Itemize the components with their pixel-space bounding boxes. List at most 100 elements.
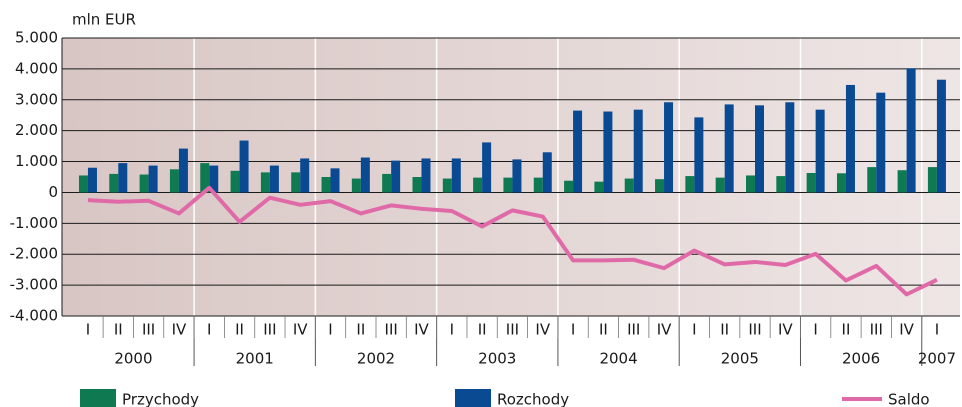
bar [776,176,786,193]
bar [391,160,401,193]
x-tick-label: II [720,321,729,339]
bar [533,177,543,193]
year-label: 2003 [478,350,516,368]
bar [442,178,452,193]
bar [178,148,188,193]
bar [351,178,361,193]
bar [836,173,846,193]
bar [685,176,695,193]
bar [573,110,583,193]
legend-swatch [455,389,491,407]
y-tick-label: 0 [48,183,58,201]
bar [876,92,886,193]
legend-label: Saldo [888,391,930,407]
y-tick-label: -3.000 [10,276,58,294]
x-tick-label: III [385,321,398,339]
bar [330,168,340,193]
y-tick-label: 2.000 [15,121,58,139]
year-label: 2005 [721,350,759,368]
bar [291,172,301,193]
bar [78,175,88,193]
bar [746,175,755,193]
bar [785,102,795,193]
plot-area [62,38,960,316]
x-tick-label: III [142,321,155,339]
bar [382,173,392,193]
x-tick-label: IV [172,321,187,339]
y-tick-label: 4.000 [15,59,58,77]
bar [209,165,219,193]
x-tick-label: IV [899,321,914,339]
bar [503,177,513,193]
bar [755,105,764,193]
x-tick-label: I [86,321,90,339]
bar [906,68,916,193]
bar [200,163,210,193]
legend-label: Przychody [122,391,199,407]
bar [230,170,240,193]
bar [109,173,119,193]
legend-swatch [80,389,116,407]
bar [633,109,643,193]
y-tick-label: 3.000 [15,90,58,108]
y-tick-label: -1.000 [10,214,58,232]
x-tick-label: IV [778,321,793,339]
x-tick-label: I [813,321,817,339]
bar [148,165,158,193]
x-tick-label: IV [293,321,308,339]
x-tick-label: I [450,321,454,339]
bar [603,111,613,193]
y-tick-label: 1.000 [15,152,58,170]
bar [482,142,492,193]
x-tick-label: I [571,321,575,339]
bar [260,172,270,193]
bar [421,158,431,193]
year-label: 2007 [918,350,956,368]
bar [664,102,674,193]
bar [845,84,855,193]
x-tick-label: I [207,321,211,339]
bar [239,140,249,193]
year-label: 2001 [236,350,274,368]
bar [451,158,461,193]
x-tick-label: III [748,321,761,339]
x-tick-label: II [356,321,365,339]
x-tick-label: IV [535,321,550,339]
bar [87,167,97,193]
x-tick-label: IV [657,321,672,339]
x-tick-label: I [328,321,332,339]
x-tick-label: II [599,321,608,339]
y-tick-label: -2.000 [10,245,58,263]
bar [655,179,665,193]
y-tick-label: 5.000 [15,29,58,47]
x-tick-label: II [842,321,851,339]
year-label: 2004 [599,350,637,368]
year-label: 2002 [357,350,395,368]
bar [897,170,907,193]
x-tick-label: III [870,321,883,339]
bar [806,172,816,193]
bar [360,157,370,193]
bar [594,181,604,193]
bar [927,167,937,193]
bar [269,165,279,193]
bar [473,177,483,193]
y-tick-label: -4.000 [10,307,58,325]
y-axis-label: mln EUR [72,11,136,29]
bar [321,177,331,193]
x-tick-label: III [263,321,276,339]
bar [724,104,734,193]
bar [512,159,522,193]
x-tick-label: I [935,321,939,339]
x-tick-label: III [627,321,640,339]
bar [624,178,634,193]
year-label: 2006 [842,350,880,368]
x-tick-label: II [114,321,123,339]
year-label: 2000 [114,350,152,368]
x-tick-label: I [692,321,696,339]
bar [815,109,825,193]
x-tick-label: III [506,321,519,339]
bar [936,79,946,193]
bar [715,177,725,193]
